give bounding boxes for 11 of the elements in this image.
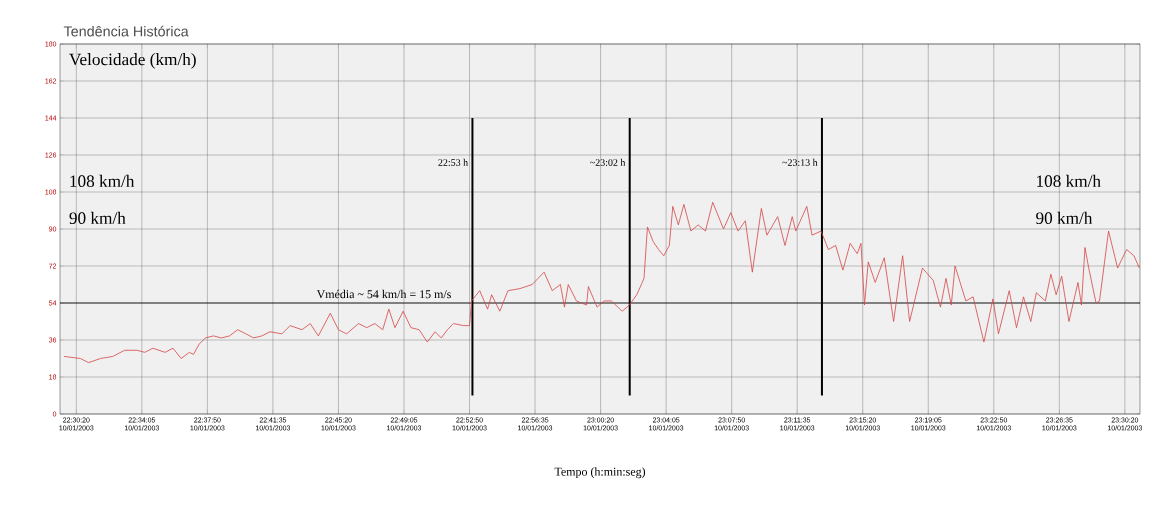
annotation: 108 km/h (70, 174, 135, 187)
chart-title: Tendência Histórica (63, 25, 189, 37)
ref-line-label: ~23:02 h (590, 158, 626, 166)
ref-line-label: Vmédia ~ 54 km/h = 15 m/s (316, 289, 451, 299)
y-axis-title: Velocidade (km/h) (69, 53, 196, 69)
annotation: 108 km/h (1037, 174, 1101, 187)
x-axis-title: Tempo (h:min:seg) (554, 467, 646, 479)
ref-line-label: 22:53 h (438, 158, 468, 166)
ref-line-label: ~23:13 h (782, 158, 818, 166)
annotation: 90 km/h (69, 211, 126, 224)
annotation: 90 km/h (1036, 211, 1093, 224)
